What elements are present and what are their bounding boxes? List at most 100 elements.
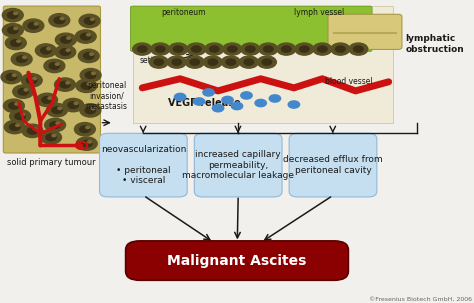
Circle shape — [5, 36, 26, 50]
Circle shape — [208, 59, 218, 65]
FancyBboxPatch shape — [328, 14, 402, 49]
FancyBboxPatch shape — [289, 133, 377, 197]
Circle shape — [185, 56, 204, 68]
Circle shape — [66, 49, 70, 52]
Circle shape — [190, 59, 200, 65]
Circle shape — [83, 53, 94, 59]
Circle shape — [76, 137, 97, 150]
Circle shape — [300, 46, 309, 52]
Circle shape — [133, 43, 152, 55]
Circle shape — [169, 43, 188, 55]
Circle shape — [241, 43, 260, 55]
Circle shape — [45, 118, 65, 132]
Circle shape — [76, 79, 97, 92]
Circle shape — [74, 122, 95, 136]
Circle shape — [173, 46, 183, 52]
Circle shape — [81, 33, 91, 40]
Circle shape — [28, 22, 38, 29]
Circle shape — [23, 56, 27, 58]
Circle shape — [14, 27, 18, 30]
FancyBboxPatch shape — [100, 133, 187, 197]
Text: 1: 1 — [132, 135, 137, 144]
Circle shape — [167, 56, 186, 68]
Circle shape — [80, 68, 101, 82]
Circle shape — [21, 113, 25, 116]
Circle shape — [91, 107, 95, 110]
Circle shape — [8, 27, 18, 34]
Text: lymph vessel: lymph vessel — [294, 8, 344, 17]
Circle shape — [84, 18, 95, 24]
Circle shape — [288, 101, 300, 108]
Circle shape — [52, 134, 56, 137]
Circle shape — [34, 128, 37, 130]
Circle shape — [349, 43, 368, 55]
Circle shape — [13, 85, 34, 98]
Circle shape — [4, 120, 25, 134]
Circle shape — [81, 82, 91, 89]
Circle shape — [85, 107, 96, 114]
Text: solid primary tumour: solid primary tumour — [7, 158, 95, 167]
Circle shape — [27, 77, 37, 84]
Circle shape — [15, 103, 18, 105]
Circle shape — [255, 99, 266, 107]
Circle shape — [277, 43, 296, 55]
Circle shape — [15, 113, 25, 120]
Text: blood vessel: blood vessel — [325, 77, 372, 86]
Circle shape — [282, 46, 291, 52]
Circle shape — [246, 46, 255, 52]
Circle shape — [203, 56, 222, 68]
Circle shape — [66, 82, 70, 84]
Circle shape — [151, 43, 170, 55]
Circle shape — [262, 59, 272, 65]
Circle shape — [74, 102, 78, 105]
Circle shape — [91, 72, 95, 75]
Circle shape — [269, 95, 281, 102]
Circle shape — [193, 98, 205, 105]
Circle shape — [36, 44, 56, 57]
Circle shape — [47, 48, 51, 50]
FancyBboxPatch shape — [130, 6, 372, 52]
Circle shape — [22, 124, 43, 138]
Circle shape — [205, 43, 224, 55]
Circle shape — [17, 56, 27, 62]
Circle shape — [63, 98, 84, 112]
Circle shape — [2, 24, 23, 37]
Circle shape — [90, 53, 93, 55]
Circle shape — [82, 140, 92, 147]
Circle shape — [212, 105, 224, 112]
Circle shape — [318, 46, 327, 52]
Circle shape — [33, 77, 36, 80]
Circle shape — [60, 81, 70, 88]
Circle shape — [8, 12, 18, 18]
Circle shape — [67, 37, 71, 39]
Circle shape — [226, 59, 236, 65]
Text: lymphatic
obstruction: lymphatic obstruction — [405, 34, 464, 54]
Text: increased capillary
permeability,
macromolecular leakage: increased capillary permeability, macrom… — [182, 150, 294, 180]
Text: 3: 3 — [322, 135, 327, 144]
Circle shape — [49, 63, 60, 69]
FancyBboxPatch shape — [133, 6, 393, 123]
Circle shape — [149, 56, 168, 68]
Circle shape — [239, 56, 258, 68]
Circle shape — [259, 43, 278, 55]
Circle shape — [24, 88, 28, 91]
Circle shape — [46, 134, 56, 141]
Circle shape — [44, 59, 65, 73]
Circle shape — [257, 56, 276, 68]
Circle shape — [49, 14, 70, 27]
Circle shape — [9, 124, 20, 130]
Circle shape — [46, 104, 67, 117]
Circle shape — [354, 46, 363, 52]
Circle shape — [88, 141, 91, 143]
Circle shape — [80, 126, 90, 132]
Text: peritoneal
invasion/
metastasis: peritoneal invasion/ metastasis — [86, 81, 128, 111]
Circle shape — [42, 97, 52, 103]
FancyBboxPatch shape — [126, 241, 348, 280]
Text: VEGF release: VEGF release — [168, 98, 241, 108]
Text: peritoneum: peritoneum — [161, 8, 206, 17]
Circle shape — [27, 128, 38, 134]
Circle shape — [55, 63, 59, 65]
Circle shape — [17, 40, 20, 42]
Text: settlement: settlement — [140, 56, 182, 65]
Circle shape — [6, 74, 17, 80]
